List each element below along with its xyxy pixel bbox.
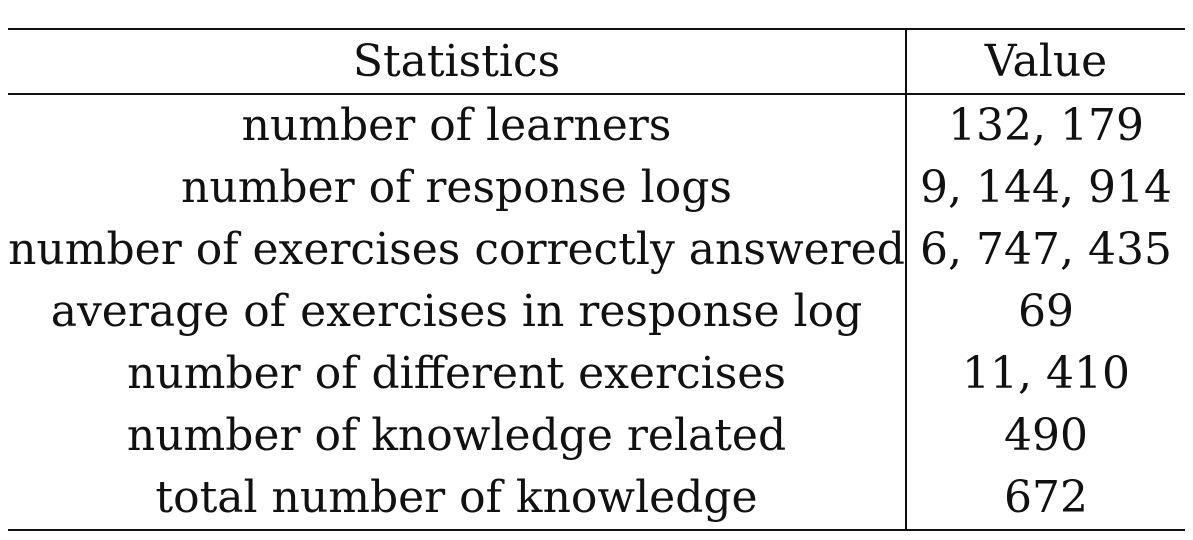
table-row: number of exercises correctly answered 6… — [8, 219, 1185, 281]
stat-label: number of response logs — [8, 157, 907, 219]
stat-value: 672 — [1004, 472, 1088, 523]
statistics-table-container: Statistics Value number of learners 132,… — [8, 28, 1185, 531]
statistics-table: Statistics Value number of learners 132,… — [8, 28, 1185, 531]
table-row: number of learners 132, 179 — [8, 94, 1185, 157]
stat-label: average of exercises in response log — [8, 281, 907, 343]
table-body: number of learners 132, 179 number of re… — [8, 94, 1185, 530]
stat-label: number of different exercises — [8, 343, 907, 405]
stat-value: 132, 179 — [948, 100, 1144, 151]
stat-value: 6, 747, 435 — [920, 224, 1172, 275]
table-row: number of different exercises 11, 410 — [8, 343, 1185, 405]
header-row: Statistics Value — [8, 29, 1185, 94]
table-row: average of exercises in response log 69 — [8, 281, 1185, 343]
table-row: number of response logs 9, 144, 914 — [8, 157, 1185, 219]
stat-value: 69 — [1018, 286, 1074, 337]
table-header: Statistics Value — [8, 29, 1185, 94]
stat-label: number of learners — [8, 94, 907, 157]
stat-label: number of exercises correctly answered — [8, 219, 907, 281]
stat-value: 9, 144, 914 — [920, 162, 1172, 213]
table-row: number of knowledge related 490 — [8, 405, 1185, 467]
header-statistics: Statistics — [8, 29, 907, 94]
header-value: Value — [984, 35, 1108, 87]
stat-label: total number of knowledge — [8, 467, 907, 530]
table-row: total number of knowledge 672 — [8, 467, 1185, 530]
stat-value: 490 — [1004, 410, 1088, 461]
stat-label: number of knowledge related — [8, 405, 907, 467]
stat-value: 11, 410 — [962, 348, 1130, 399]
